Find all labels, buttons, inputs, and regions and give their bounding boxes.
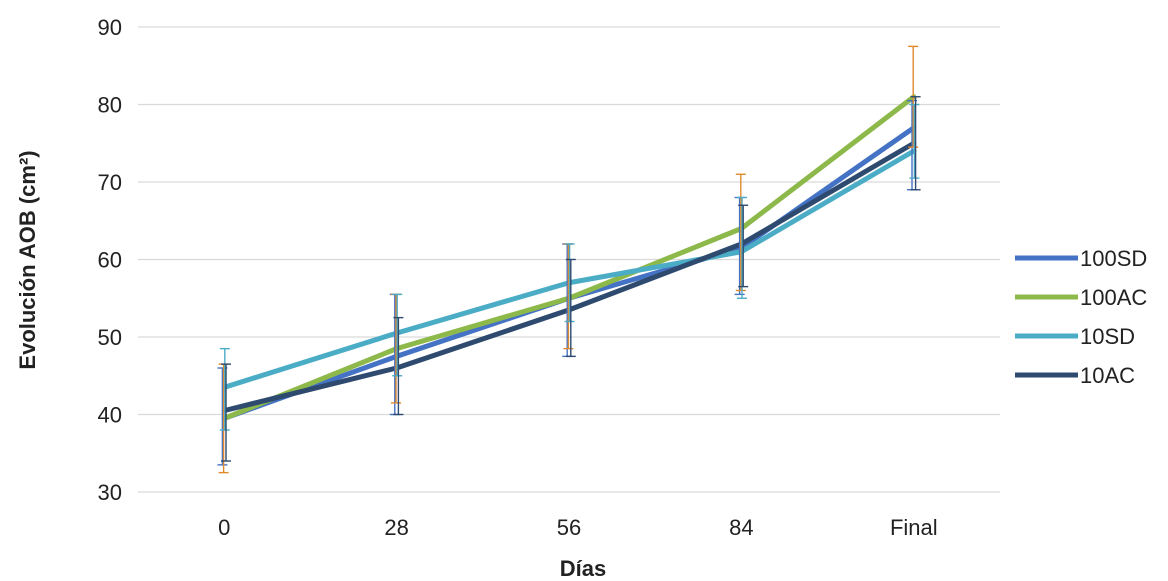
y-tick-label: 40	[98, 403, 122, 428]
y-tick-label: 60	[98, 248, 122, 273]
x-tick-label: 28	[384, 515, 408, 540]
y-tick-label: 50	[98, 325, 122, 350]
error-bars	[217, 45, 921, 474]
y-tick-label: 70	[98, 170, 122, 195]
legend-label: 10SD	[1080, 324, 1135, 349]
legend-label: 10AC	[1080, 363, 1135, 388]
x-tick-label: 0	[218, 515, 230, 540]
legend: 100SD 100AC 10SD 10AC	[1015, 246, 1147, 388]
legend-label: 100SD	[1080, 246, 1147, 271]
x-tick-label: Final	[890, 515, 938, 540]
legend-label: 100AC	[1080, 285, 1147, 310]
x-tick-labels: 0 28 56 84 Final	[218, 515, 938, 540]
x-tick-label: 56	[557, 515, 581, 540]
y-tick-labels: 30 40 50 60 70 80 90	[98, 15, 122, 505]
y-axis-title: Evolución AOB (cm²)	[15, 150, 40, 369]
y-tick-label: 30	[98, 480, 122, 505]
y-tick-label: 90	[98, 15, 122, 40]
y-tick-label: 80	[98, 93, 122, 118]
x-tick-label: 84	[729, 515, 753, 540]
x-axis-title: Días	[560, 556, 606, 581]
